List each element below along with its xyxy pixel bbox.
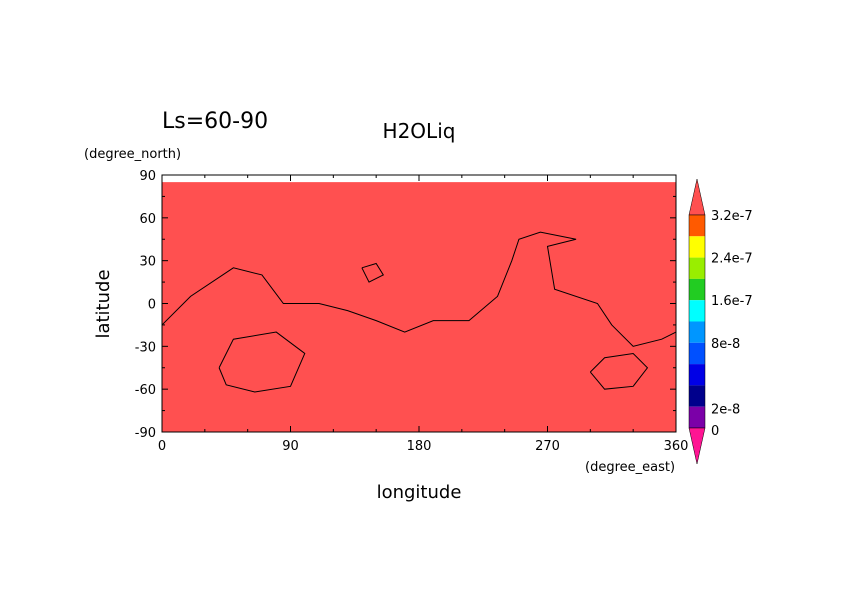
chart-title: H2OLiq [383, 119, 456, 143]
colorbar-under-arrow [688, 427, 706, 465]
coastline-1 [218, 331, 306, 393]
y-tick-label-1: 60 [139, 212, 156, 227]
x-tick-label-4: 360 [664, 439, 689, 454]
colorbar-label-5: 0 [711, 424, 719, 439]
colorbar-label-1: 2.4e-7 [711, 252, 753, 267]
y-tick-label-5: -60 [135, 383, 156, 398]
colorbar-segment-9 [689, 236, 705, 258]
colorbar-label-2: 1.6e-7 [711, 294, 753, 309]
x-tick-label-1: 90 [282, 439, 299, 454]
colorbar-label-0: 3.2e-7 [711, 209, 753, 224]
colorbar-label-4: 2e-8 [711, 403, 740, 418]
x-axis-label: longitude [377, 482, 462, 503]
coastlines [161, 231, 677, 393]
coastline-2 [589, 352, 649, 390]
y-tick-label-0: 90 [139, 169, 156, 184]
colorbar-over-arrow [688, 178, 706, 216]
contour-band-9 [162, 182, 676, 432]
colorbar-label-3: 8e-8 [711, 337, 740, 352]
coastline-0 [161, 231, 677, 347]
y-tick-label-4: -30 [135, 340, 156, 355]
x-tick-label-2: 180 [407, 439, 432, 454]
y-unit: (degree_north) [84, 147, 181, 162]
x-tick-label-3: 270 [535, 439, 560, 454]
y-tick-label-3: 0 [148, 298, 156, 313]
colorbar-segment-10 [689, 215, 705, 237]
y-tick-label-6: -90 [135, 426, 156, 441]
colorbar-segment-4 [689, 342, 705, 365]
y-tick-label-2: 30 [139, 255, 156, 270]
x-axis: 0 90 180 270 360 [158, 175, 689, 454]
x-unit: (degree_east) [585, 460, 675, 475]
y-axis-label: latitude [93, 269, 114, 338]
colorbar-segment-5 [689, 321, 705, 343]
y-axis: 90 60 30 0 -30 -60 -90 [135, 169, 676, 441]
x-tick-label-0: 0 [158, 439, 166, 454]
colorbar-segment-1 [689, 406, 705, 428]
chart-subtitle: Ls=60-90 [162, 109, 268, 134]
coastline-3 [361, 262, 385, 283]
colorbar-segment-2 [689, 385, 705, 407]
colorbar-segment-7 [689, 278, 705, 301]
plot-area [162, 175, 676, 432]
colorbar-segment-6 [689, 300, 705, 322]
colorbar-segment-8 [689, 257, 705, 279]
colorbar-segment-3 [689, 364, 705, 386]
colorbar: 3.2e-7 2.4e-7 1.6e-7 8e-8 2e-8 0 [688, 178, 753, 465]
